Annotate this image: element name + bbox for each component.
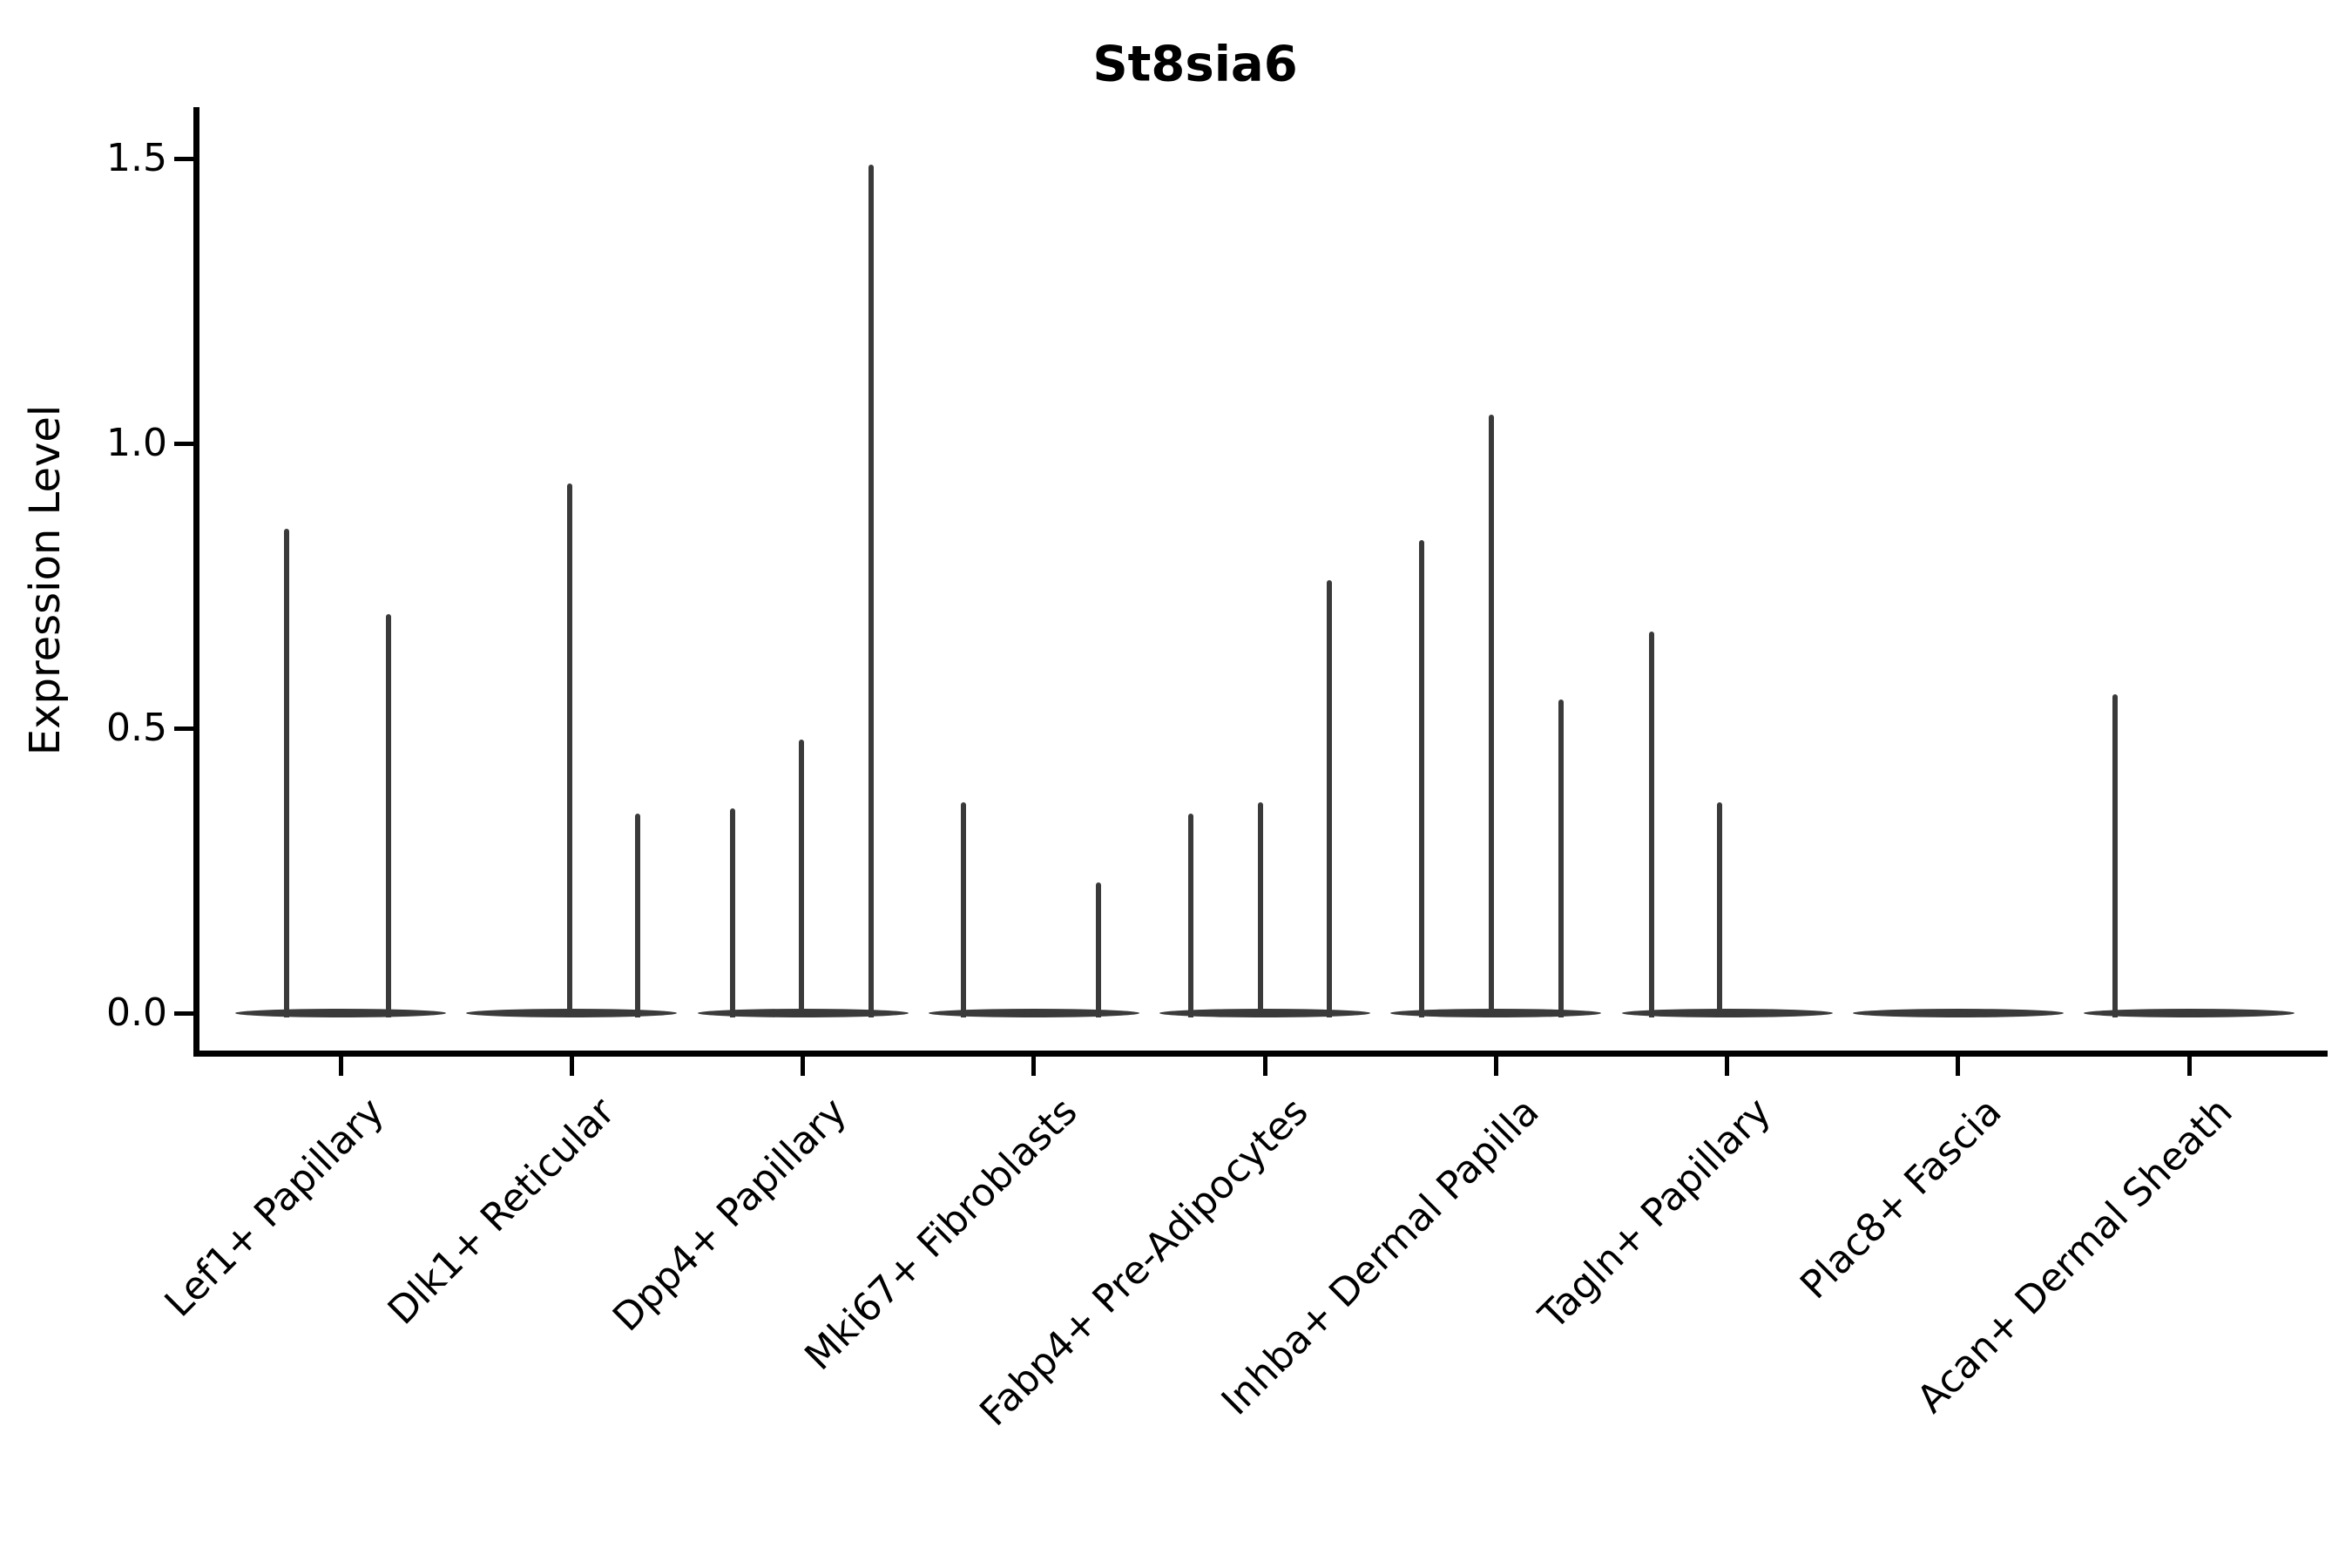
y-tick-label: 0.5 bbox=[106, 706, 167, 750]
violin-spike bbox=[729, 808, 735, 1017]
violin-spike bbox=[1716, 802, 1722, 1017]
y-axis-spine bbox=[193, 107, 199, 1057]
y-tick bbox=[174, 726, 193, 731]
violin-body bbox=[235, 1009, 446, 1017]
x-tick-label: Dlk1+ Reticular bbox=[379, 1089, 624, 1334]
violin-body bbox=[2084, 1009, 2295, 1017]
x-tick-label: Dpp4+ Papillary bbox=[604, 1089, 855, 1341]
x-tick bbox=[1493, 1057, 1498, 1076]
y-tick bbox=[174, 1010, 193, 1016]
x-tick bbox=[2186, 1057, 2192, 1076]
violin-spike bbox=[1489, 415, 1495, 1017]
y-tick bbox=[174, 156, 193, 161]
violin-spike bbox=[798, 740, 804, 1017]
violin-spike bbox=[2112, 693, 2118, 1017]
violin-spike bbox=[1327, 579, 1332, 1017]
x-tick bbox=[1262, 1057, 1267, 1076]
violin-spike bbox=[1648, 631, 1654, 1017]
x-tick bbox=[1956, 1057, 1961, 1076]
violin-spike bbox=[1188, 814, 1193, 1017]
violin-spike bbox=[1258, 802, 1263, 1017]
x-axis-spine bbox=[193, 1051, 2328, 1057]
violin-body bbox=[928, 1009, 1139, 1017]
violin-spike bbox=[868, 164, 874, 1017]
y-tick-label: 1.5 bbox=[106, 136, 167, 180]
y-tick-label: 0.0 bbox=[106, 990, 167, 1035]
violin-body bbox=[1621, 1009, 1833, 1017]
violin-spike bbox=[635, 814, 641, 1017]
violin-spike bbox=[284, 529, 289, 1017]
x-tick-label: Tagln+ Papillary bbox=[1530, 1089, 1780, 1339]
x-tick bbox=[801, 1057, 805, 1076]
violin-spike bbox=[567, 483, 573, 1017]
x-tick bbox=[1725, 1057, 1729, 1076]
x-tick-label: Plac8+ Fascia bbox=[1791, 1089, 2011, 1308]
violin-spike bbox=[386, 614, 391, 1017]
chart-title: St8sia6 bbox=[1092, 36, 1298, 93]
violin-body bbox=[1390, 1009, 1602, 1017]
violin-spike bbox=[1419, 540, 1425, 1017]
y-tick bbox=[174, 441, 193, 446]
violin-spike bbox=[1095, 882, 1101, 1017]
x-tick bbox=[569, 1057, 574, 1076]
x-tick-label: Lef1+ Papillary bbox=[156, 1089, 393, 1326]
violin-body bbox=[1852, 1009, 2064, 1017]
violin-spike bbox=[1558, 700, 1565, 1017]
violin-spike bbox=[960, 802, 966, 1017]
x-tick bbox=[338, 1057, 343, 1076]
violin-body bbox=[1159, 1009, 1370, 1017]
y-tick-label: 1.0 bbox=[106, 421, 167, 465]
x-tick bbox=[1031, 1057, 1037, 1076]
